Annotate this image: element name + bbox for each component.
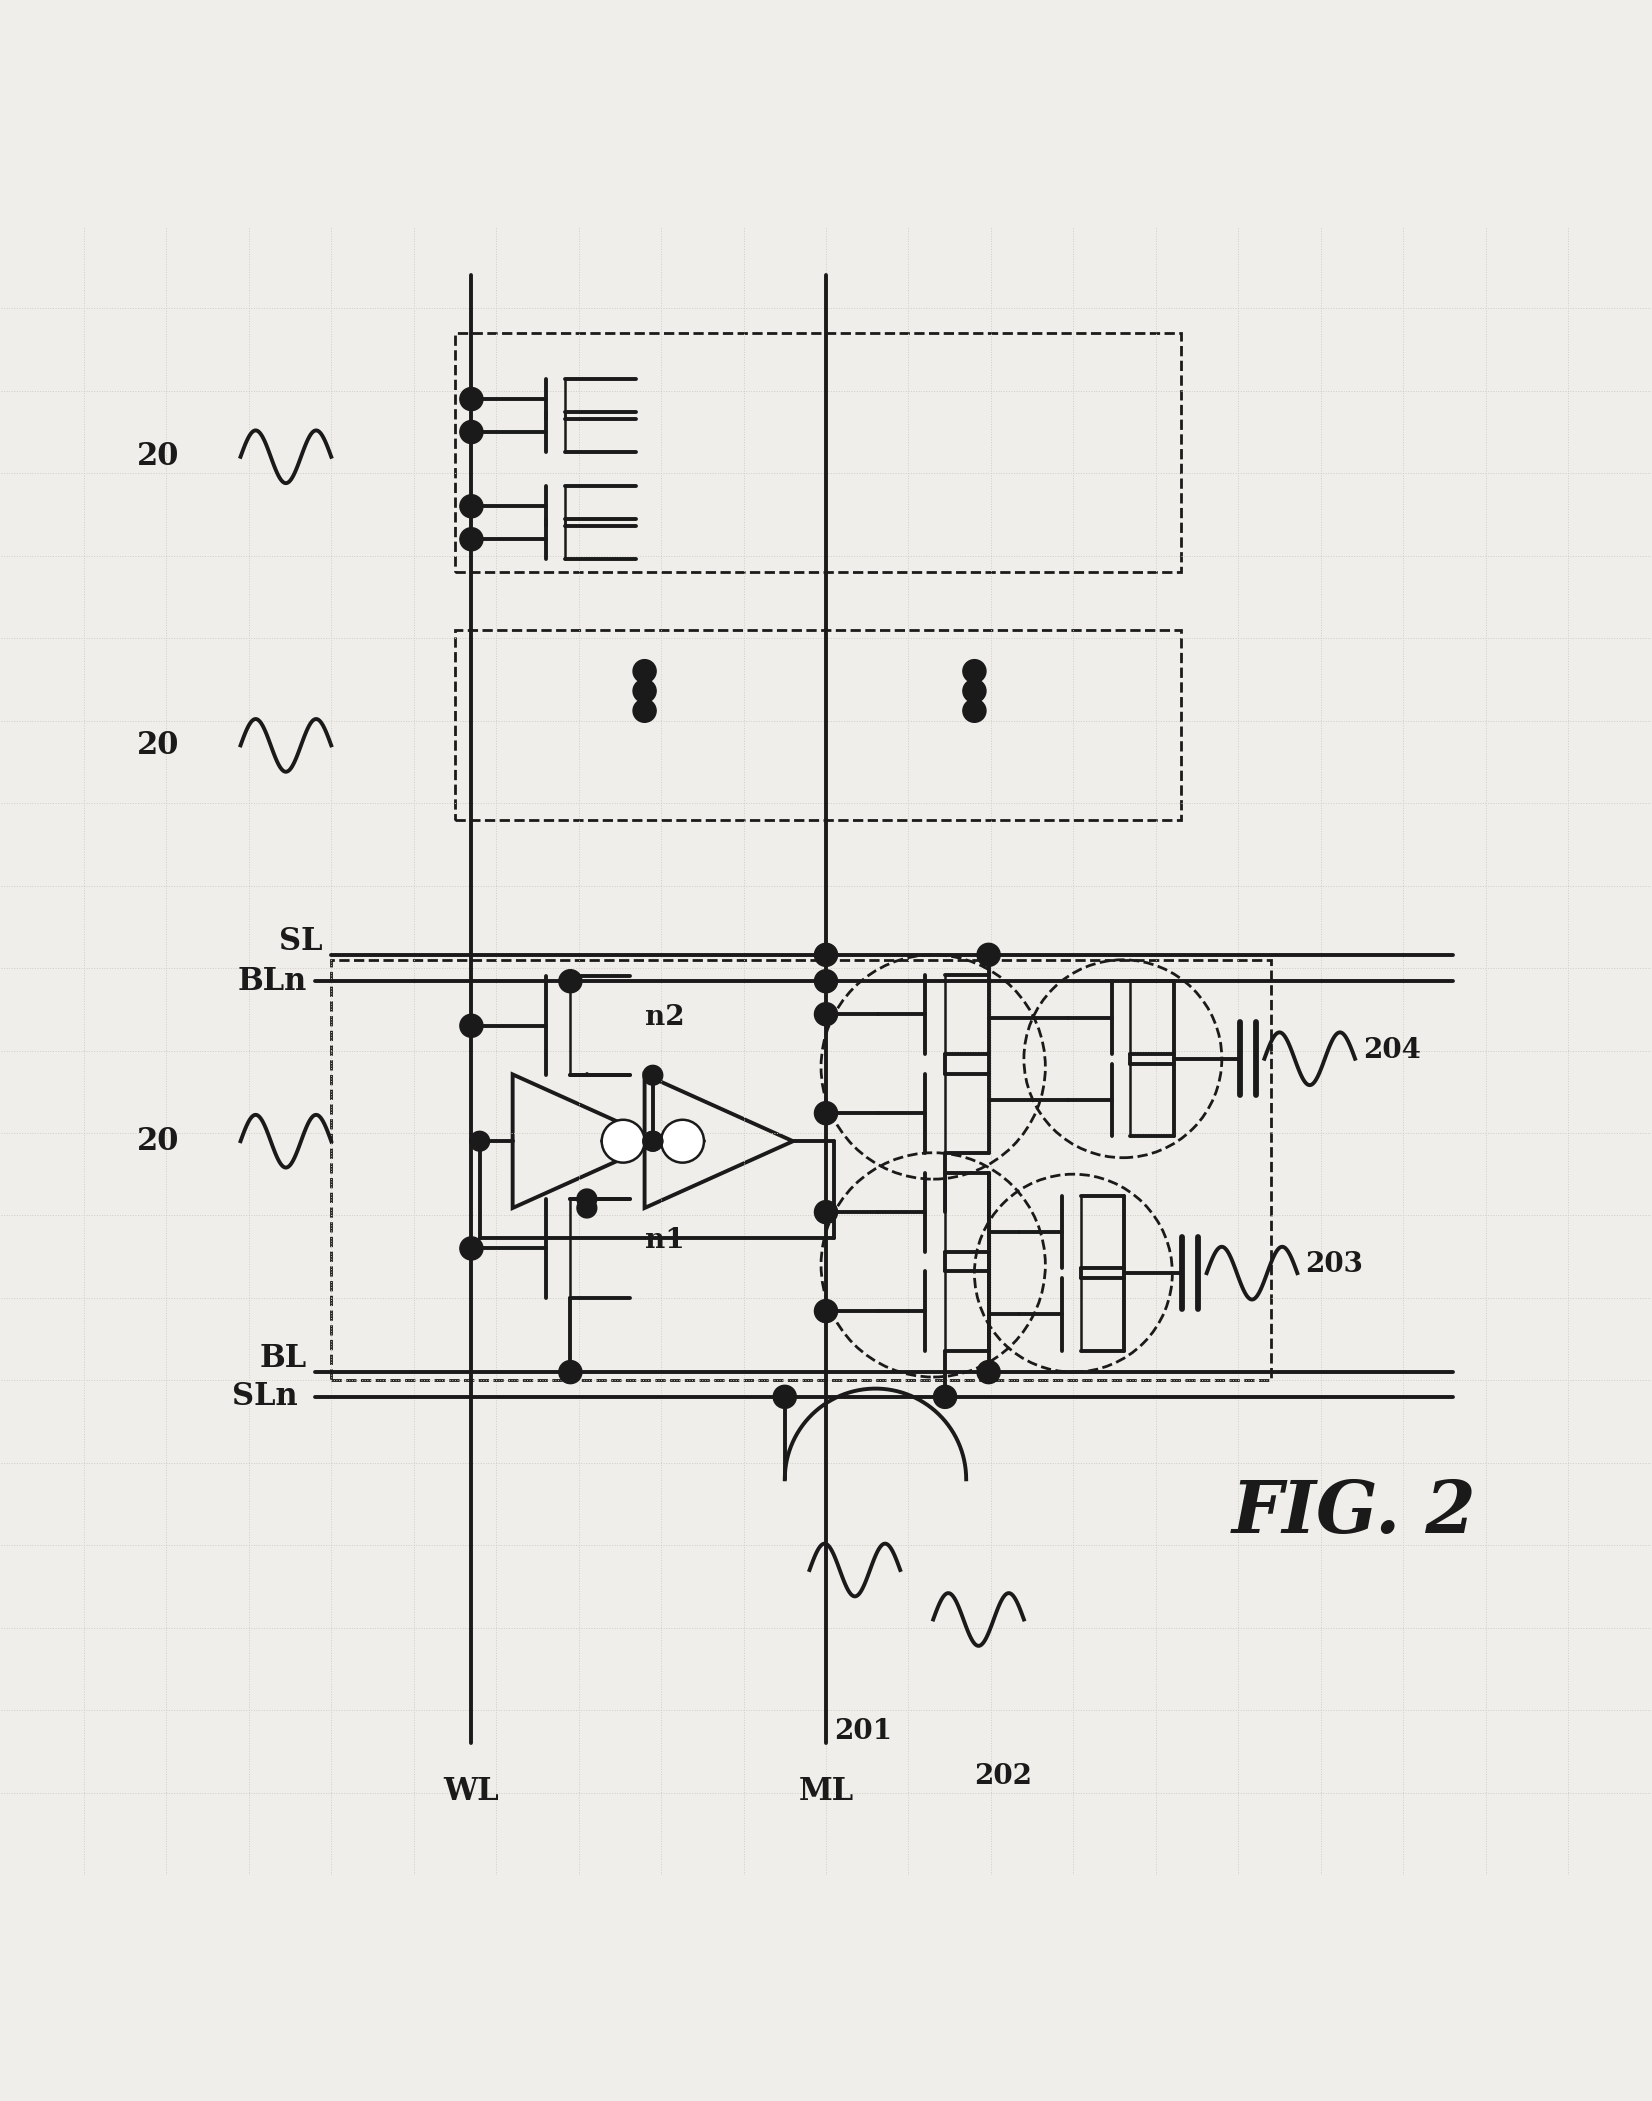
Circle shape [469, 1130, 489, 1151]
Circle shape [558, 971, 582, 994]
Text: BLn: BLn [238, 966, 307, 996]
Text: SL: SL [279, 927, 324, 958]
Circle shape [814, 943, 838, 966]
Circle shape [814, 971, 838, 994]
Circle shape [459, 1015, 482, 1038]
Text: 20: 20 [137, 1126, 180, 1158]
Circle shape [814, 1200, 838, 1223]
Circle shape [577, 1198, 596, 1219]
Circle shape [814, 1301, 838, 1324]
Text: 203: 203 [1305, 1252, 1363, 1277]
Circle shape [814, 1002, 838, 1025]
Circle shape [633, 679, 656, 702]
Circle shape [976, 1361, 999, 1385]
Circle shape [459, 494, 482, 517]
Circle shape [963, 679, 986, 702]
Circle shape [643, 1130, 662, 1151]
Circle shape [633, 700, 656, 723]
Text: 20: 20 [137, 441, 180, 473]
Circle shape [814, 1101, 838, 1124]
Circle shape [643, 1065, 662, 1084]
Circle shape [661, 1120, 704, 1162]
Circle shape [459, 387, 482, 410]
Text: n2: n2 [644, 1004, 684, 1032]
Circle shape [963, 660, 986, 683]
Circle shape [459, 420, 482, 443]
Circle shape [558, 1361, 582, 1385]
Circle shape [933, 1385, 957, 1408]
Text: n1: n1 [644, 1227, 684, 1254]
Circle shape [773, 1385, 796, 1408]
Circle shape [643, 1130, 662, 1151]
Text: 20: 20 [137, 729, 180, 761]
Text: BL: BL [259, 1343, 307, 1374]
Circle shape [459, 527, 482, 550]
Circle shape [459, 1237, 482, 1261]
Text: WL: WL [444, 1775, 499, 1807]
Text: 202: 202 [975, 1763, 1032, 1790]
Circle shape [976, 943, 999, 966]
Text: ML: ML [798, 1775, 854, 1807]
Circle shape [601, 1120, 644, 1162]
Circle shape [633, 660, 656, 683]
Text: 201: 201 [834, 1719, 892, 1746]
Text: FIG. 2: FIG. 2 [1231, 1477, 1477, 1548]
Text: SLn: SLn [233, 1380, 299, 1412]
Text: 204: 204 [1363, 1038, 1421, 1063]
Circle shape [577, 1189, 596, 1208]
Circle shape [963, 700, 986, 723]
